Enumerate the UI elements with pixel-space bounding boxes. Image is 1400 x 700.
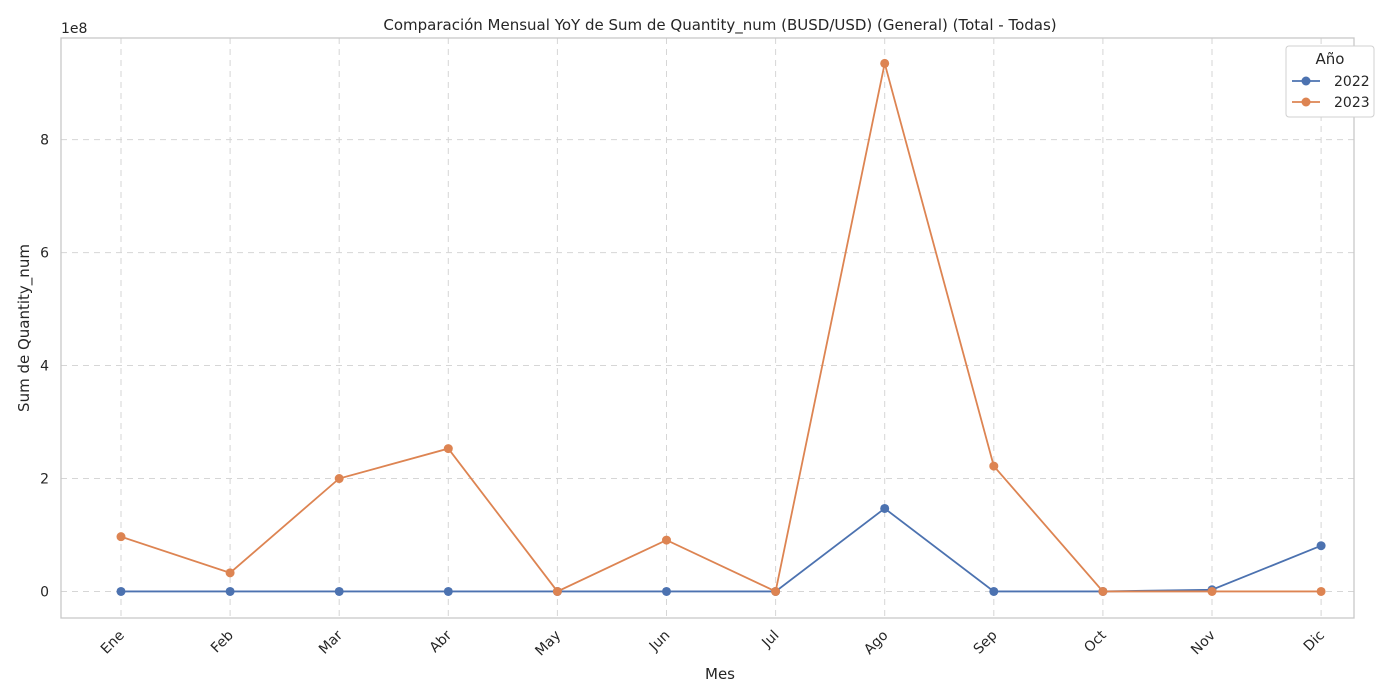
y-tick-label: 6 xyxy=(40,246,49,262)
legend-title: Año xyxy=(1316,50,1345,68)
legend: Año 2022 2023 xyxy=(1285,45,1375,118)
x-tick-label: Nov xyxy=(1188,628,1219,659)
x-tick-label: Feb xyxy=(208,627,237,656)
x-tick-label: May xyxy=(532,628,564,660)
legend-label: 2022 xyxy=(1334,74,1370,90)
data-point xyxy=(771,586,781,596)
data-point xyxy=(1207,586,1217,596)
y-tick-label: 0 xyxy=(40,584,49,600)
data-point xyxy=(225,568,235,578)
data-point xyxy=(443,444,453,454)
x-tick-label: Abr xyxy=(427,627,456,656)
y-axis-ticks: 0 2 4 6 8 xyxy=(40,133,49,601)
chart-title: Comparación Mensual YoY de Sum de Quanti… xyxy=(383,16,1056,35)
data-point xyxy=(443,586,453,596)
data-point xyxy=(880,503,890,513)
x-tick-label: Sep xyxy=(971,627,1001,657)
data-point xyxy=(1098,586,1108,596)
data-point xyxy=(880,58,890,68)
data-point xyxy=(116,586,126,596)
series-line xyxy=(120,63,1322,593)
data-point xyxy=(662,535,671,545)
legend-label: 2023 xyxy=(1334,95,1370,111)
x-tick-label: Jul xyxy=(758,628,782,652)
series-2023 xyxy=(116,58,1326,596)
data-point xyxy=(334,586,344,596)
data-point xyxy=(662,586,671,596)
y-tick-label: 4 xyxy=(40,359,49,375)
x-tick-label: Ene xyxy=(98,628,128,658)
data-point xyxy=(1316,586,1326,596)
x-axis-label: Mes xyxy=(705,665,735,683)
x-tick-label: Ago xyxy=(861,628,891,658)
y-tick-label: 8 xyxy=(40,133,49,149)
data-point xyxy=(225,586,235,596)
data-point xyxy=(989,586,999,596)
series-2022 xyxy=(116,503,1326,596)
y-axis-label: Sum de Quantity_num xyxy=(15,244,34,412)
plot-area xyxy=(60,37,1355,619)
y-tick-label: 2 xyxy=(40,472,49,488)
grid xyxy=(61,38,1354,618)
data-point xyxy=(989,461,999,471)
legend-item-2022: 2022 xyxy=(1292,74,1370,90)
series xyxy=(116,58,1326,596)
x-tick-label: Dic xyxy=(1301,628,1328,655)
data-point xyxy=(552,586,562,596)
x-axis-ticks: Ene Feb Mar Abr May Jun Jul Ago Sep Oct Nov Dic xyxy=(98,627,1328,659)
x-tick-label: Oct xyxy=(1081,627,1110,656)
y-offset-label: 1e8 xyxy=(61,21,87,37)
legend-item-2023: 2023 xyxy=(1292,95,1370,111)
data-point xyxy=(334,474,344,484)
data-point xyxy=(116,532,126,542)
x-tick-label: Mar xyxy=(316,627,346,657)
legend-marker xyxy=(1301,97,1311,107)
legend-marker xyxy=(1301,76,1311,86)
series-line xyxy=(121,507,1322,593)
data-point xyxy=(1316,541,1326,551)
x-tick-label: Jun xyxy=(646,628,673,655)
